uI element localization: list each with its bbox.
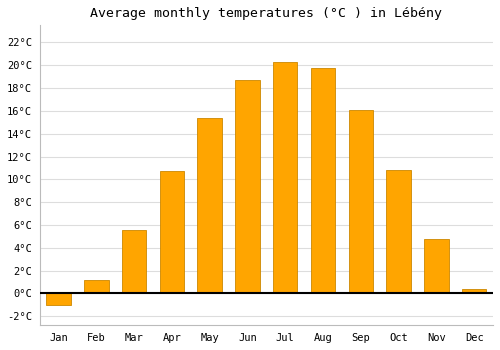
Bar	[386, 170, 411, 293]
Bar	[84, 280, 108, 293]
Bar	[462, 289, 486, 293]
Bar	[424, 239, 448, 293]
Bar	[46, 293, 71, 305]
Bar	[160, 172, 184, 293]
Bar	[348, 110, 373, 293]
Bar	[122, 230, 146, 293]
Bar	[273, 62, 297, 293]
Bar	[198, 118, 222, 293]
Title: Average monthly temperatures (°C ) in Lébény: Average monthly temperatures (°C ) in Lé…	[90, 7, 442, 20]
Bar	[235, 80, 260, 293]
Bar	[310, 68, 336, 293]
